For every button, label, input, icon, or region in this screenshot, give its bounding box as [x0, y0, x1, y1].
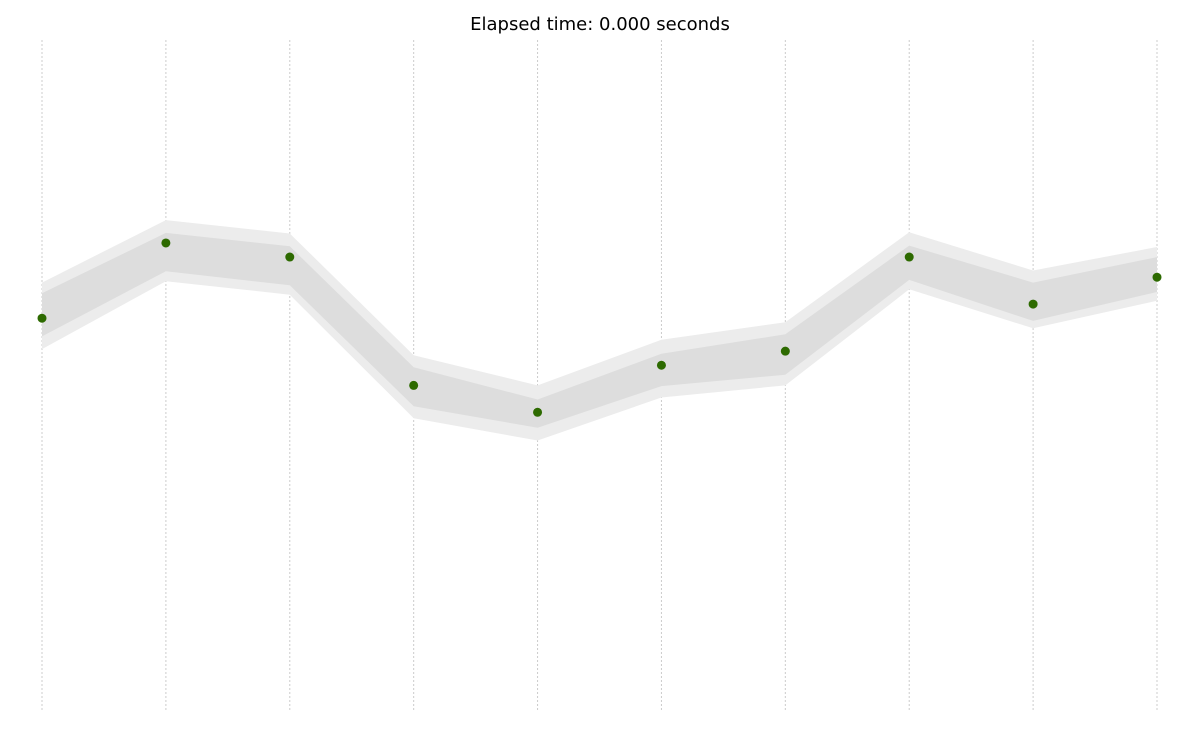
data-point-9	[1152, 272, 1162, 282]
data-point-4	[533, 407, 543, 417]
inner-confidence-band	[42, 232, 1157, 428]
data-point-7	[904, 252, 914, 262]
point-layer	[37, 238, 1162, 417]
data-point-3	[409, 380, 419, 390]
data-point-5	[656, 360, 666, 370]
data-point-2	[285, 252, 295, 262]
data-point-0	[37, 313, 47, 323]
chart-title: Elapsed time: 0.000 seconds	[470, 14, 730, 35]
data-point-1	[161, 238, 171, 248]
data-point-6	[780, 346, 790, 356]
band-layer	[42, 220, 1157, 441]
data-point-8	[1028, 299, 1038, 309]
